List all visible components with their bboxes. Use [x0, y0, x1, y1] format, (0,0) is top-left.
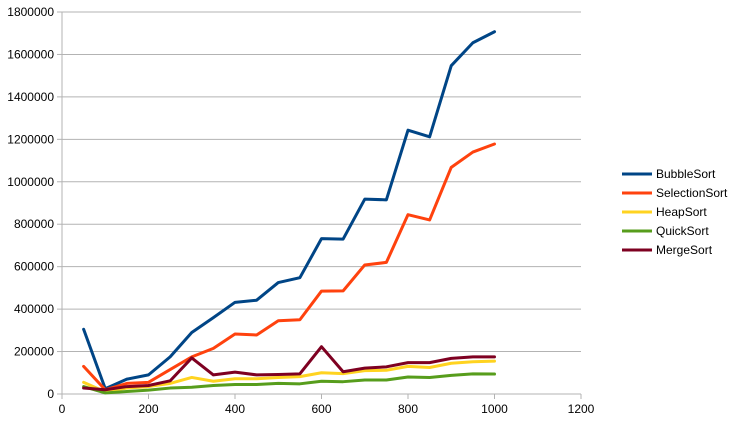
y-axis-ticks: 0 200000 400000 600000 800000 1000000 1200000 1…	[7, 5, 62, 401]
y-tick-label: 1400000	[7, 90, 54, 104]
y-tick-label: 800000	[14, 217, 54, 231]
series-line-bubblesort	[82, 30, 496, 391]
legend: BubbleSort SelectionSort HeapSort QuickSort…	[622, 167, 728, 257]
y-tick-label: 400000	[14, 302, 54, 316]
x-tick-label: 0	[59, 402, 66, 416]
legend-label: SelectionSort	[656, 186, 728, 200]
legend-label: QuickSort	[656, 224, 709, 238]
legend-label: MergeSort	[656, 243, 713, 257]
y-tick-label: 600000	[14, 260, 54, 274]
x-tick-label: 1000	[481, 402, 508, 416]
x-tick-label: 800	[398, 402, 418, 416]
y-tick-label: 1800000	[7, 5, 54, 19]
x-tick-label: 600	[311, 402, 331, 416]
gridlines	[62, 11, 581, 395]
series-lines	[82, 30, 496, 395]
legend-label: BubbleSort	[656, 167, 716, 181]
x-tick-label: 200	[138, 402, 158, 416]
series-line-quicksort	[82, 372, 496, 395]
y-tick-label: 1000000	[7, 175, 54, 189]
y-tick-label: 0	[47, 387, 54, 401]
series-line-selectionsort	[82, 142, 496, 392]
axes	[61, 12, 581, 395]
x-axis-ticks: 0 200 400 600 800 1000 1200	[59, 394, 595, 416]
y-tick-label: 1200000	[7, 132, 54, 146]
x-tick-label: 400	[225, 402, 245, 416]
y-tick-label: 200000	[14, 345, 54, 359]
series-line-mergesort	[82, 345, 496, 392]
legend-label: HeapSort	[656, 205, 707, 219]
y-tick-label: 1600000	[7, 47, 54, 61]
x-tick-label: 1200	[568, 402, 595, 416]
